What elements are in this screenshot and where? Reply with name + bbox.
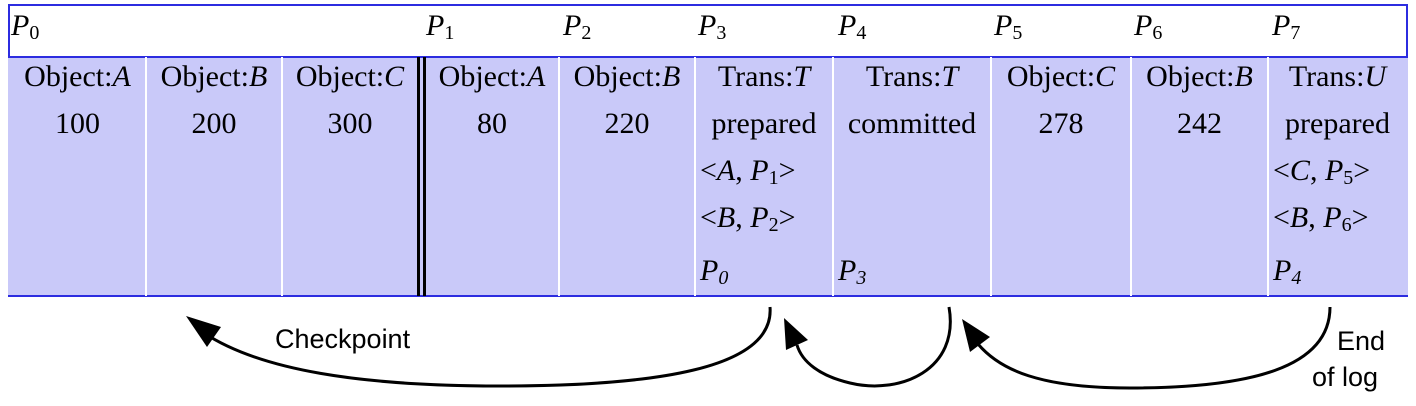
log-record-object-a: Object:A 80 — [426, 57, 558, 296]
pointer-p5: P5 — [994, 9, 1023, 44]
record-entry: <C, P5> — [1273, 154, 1371, 189]
arrow-to-p3 — [795, 306, 952, 388]
record-header: Object:B — [1146, 60, 1253, 93]
record-header: Trans:T — [717, 60, 811, 93]
column-separator — [1130, 57, 1132, 296]
record-header: Object:A — [24, 60, 131, 93]
checkpoint-separator — [423, 57, 426, 296]
arrow-to-checkpoint — [203, 306, 772, 388]
log-record-object-b: Object:B 220 — [560, 57, 694, 296]
arrowhead-p3 — [784, 318, 808, 350]
log-record-object-b: Object:B 242 — [1132, 57, 1267, 296]
arrowhead-p4 — [962, 319, 990, 352]
column-separator — [832, 57, 834, 296]
band-top-rule — [8, 56, 1408, 58]
record-value: 278 — [1038, 107, 1084, 140]
column-separator — [145, 57, 147, 296]
pointer-p4: P4 — [838, 9, 867, 44]
record-value: 220 — [604, 107, 650, 140]
column-separator — [281, 57, 283, 296]
log-record-object-b: Object:B 200 — [147, 57, 281, 296]
pointer-p6: P6 — [1134, 9, 1163, 44]
record-status: committed — [847, 107, 977, 140]
record-value: 80 — [477, 107, 507, 140]
end-of-log-label-line1: End — [1337, 326, 1386, 356]
record-header: Object:C — [1006, 60, 1116, 93]
arrowhead-checkpoint — [186, 316, 221, 347]
column-separator — [694, 57, 696, 296]
pointer-p1: P1 — [426, 9, 455, 44]
log-record-trans-u-prepared: Trans:U prepared <C, P5> <B, P6> P4 — [1269, 57, 1406, 296]
top-rule — [8, 4, 1408, 6]
left-edge — [8, 4, 10, 57]
right-edge — [1406, 4, 1408, 57]
record-entry: <A, P1> — [700, 154, 796, 189]
record-value: 300 — [327, 107, 373, 140]
record-prev-pointer: P3 — [838, 254, 867, 289]
record-header: Trans:T — [865, 60, 959, 93]
record-header: Object:A — [438, 60, 546, 93]
pointer-p2: P2 — [563, 9, 592, 44]
column-separator — [990, 57, 992, 296]
checkpoint-separator — [417, 57, 420, 296]
record-prev-pointer: P0 — [700, 254, 729, 289]
band-bottom-rule — [8, 295, 1408, 297]
end-of-log-label-line2: of log — [1312, 362, 1379, 392]
column-separator — [1267, 57, 1269, 296]
record-value: 242 — [1177, 107, 1222, 140]
checkpoint-label: Checkpoint — [275, 324, 411, 354]
record-status: prepared — [1285, 107, 1390, 140]
log-record-trans-t-prepared: Trans:T prepared <A, P1> <B, P2> P0 — [696, 57, 832, 296]
record-entry: <B, P6> — [1273, 201, 1369, 236]
log-record-trans-t-committed: Trans:T committed P3 — [834, 57, 990, 296]
record-header: Object:B — [160, 60, 268, 93]
record-prev-pointer: P4 — [1273, 254, 1302, 289]
pointer-p0: P0 — [11, 9, 40, 44]
record-value: 200 — [191, 107, 237, 140]
pointer-p7: P7 — [1272, 9, 1301, 44]
arrow-to-p4 — [976, 306, 1332, 390]
log-record-object-c: Object:C 300 — [283, 57, 417, 296]
record-status: prepared — [711, 107, 817, 140]
pointer-p3: P3 — [698, 9, 727, 44]
log-band — [8, 57, 1408, 296]
column-separator — [558, 57, 560, 296]
log-record-object-a: Object:A 100 — [10, 57, 145, 296]
record-entry: <B, P2> — [700, 201, 796, 236]
record-header: Object:B — [573, 60, 681, 93]
record-header: Object:C — [295, 60, 405, 93]
record-value: 100 — [55, 107, 100, 140]
log-record-object-c: Object:C 278 — [992, 57, 1130, 296]
record-header: Trans:U — [1288, 60, 1387, 93]
